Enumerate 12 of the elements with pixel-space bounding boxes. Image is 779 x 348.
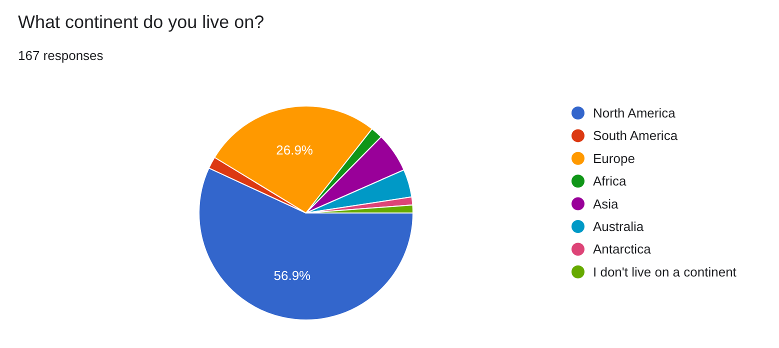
legend-label: Europe: [593, 150, 635, 166]
legend-label: South America: [593, 128, 678, 144]
legend-label: North America: [593, 106, 676, 120]
data-label: 56.9%: [274, 268, 312, 284]
legend-label: Asia: [593, 196, 620, 212]
text: 167 responses: [18, 48, 104, 63]
legend-label: Australia: [593, 219, 644, 234]
legend-label: I don't live on a continent: [593, 264, 737, 280]
data-label: 26.9%: [276, 142, 314, 158]
chart-title: What continent do you live on?: [18, 12, 264, 32]
legend-label: Antarctica: [593, 242, 652, 257]
legend-label: Africa: [593, 174, 627, 189]
